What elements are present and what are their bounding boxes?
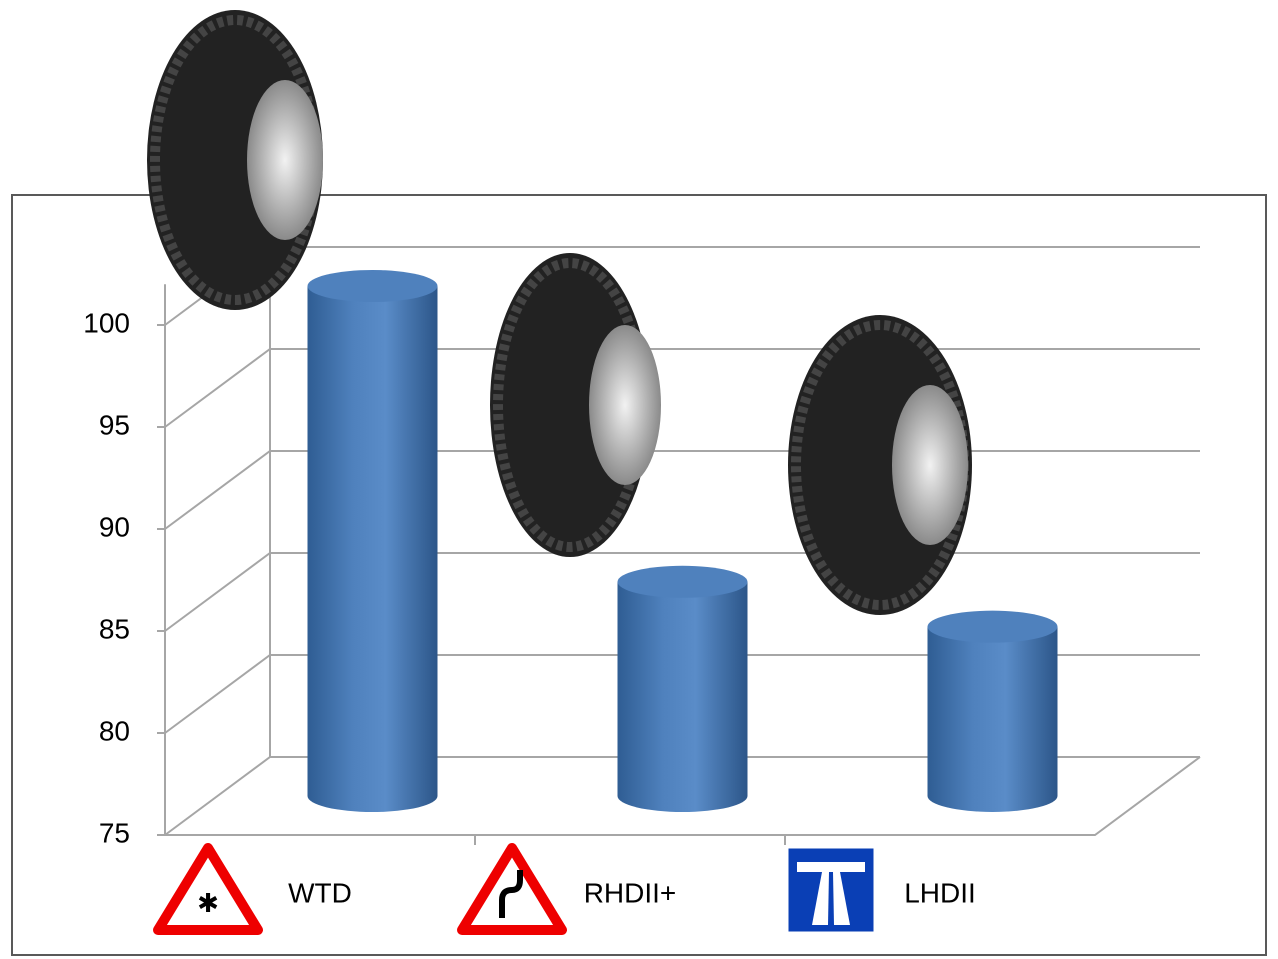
bar-top bbox=[928, 611, 1058, 643]
bar bbox=[928, 611, 1058, 812]
bar-top bbox=[618, 566, 748, 598]
tyre-image bbox=[147, 10, 323, 310]
bar-body bbox=[308, 286, 438, 812]
chart: 75 80 85 90 95 100 WTD RHDII+ LHDII ✱ bbox=[0, 0, 1278, 959]
bar bbox=[618, 566, 748, 812]
y-tick-label: 90 bbox=[99, 511, 130, 542]
tyre-image bbox=[788, 315, 972, 615]
svg-text:✱: ✱ bbox=[197, 888, 219, 918]
y-tick-label: 85 bbox=[99, 613, 130, 644]
bar-top bbox=[308, 270, 438, 302]
bar-body bbox=[618, 582, 748, 812]
y-tick-label: 75 bbox=[99, 817, 130, 848]
x-tick-label: LHDII bbox=[904, 877, 976, 908]
bar bbox=[308, 270, 438, 812]
bar-body bbox=[928, 627, 1058, 812]
y-tick-label: 95 bbox=[99, 409, 130, 440]
x-tick-label: RHDII+ bbox=[584, 877, 677, 908]
y-tick-label: 100 bbox=[83, 307, 130, 338]
motorway-sign-icon bbox=[787, 847, 875, 933]
y-tick-label: 80 bbox=[99, 715, 130, 746]
x-tick-label: WTD bbox=[288, 877, 352, 908]
